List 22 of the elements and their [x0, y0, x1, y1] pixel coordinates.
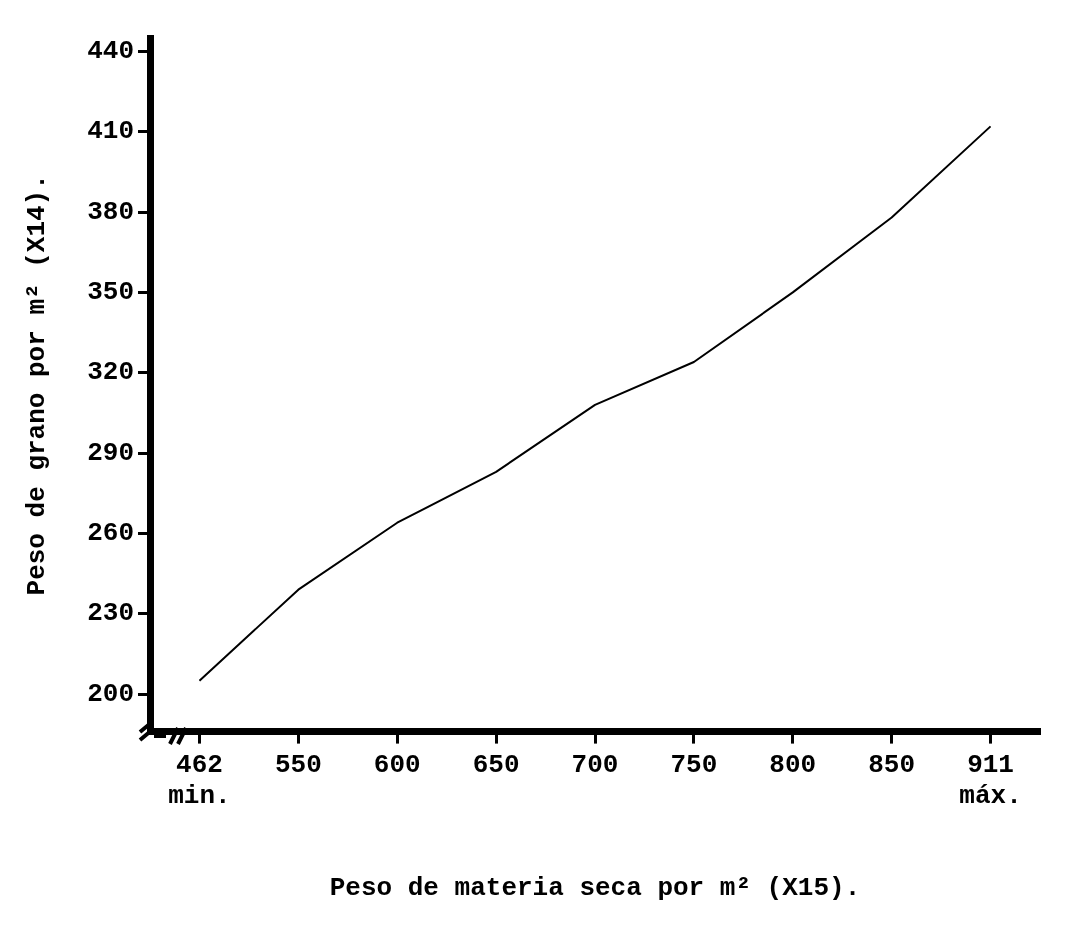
y-tick-label: 200 [87, 678, 135, 709]
x-tick-label: 550 [274, 749, 322, 780]
x-tick-label: 800 [769, 749, 817, 780]
y-tick-label: 350 [87, 276, 135, 307]
x-tick-label: 750 [670, 749, 718, 780]
y-tick-label: 410 [87, 116, 135, 147]
y-tick-label: 290 [87, 437, 135, 468]
y-tick-label: 380 [87, 196, 135, 227]
x-tick-label: 600 [373, 749, 421, 780]
text: máx. [959, 781, 1022, 812]
x-tick-label: 850 [868, 749, 916, 780]
x-tick-label: 462 [176, 749, 223, 780]
x-tick-label: 700 [571, 749, 619, 780]
y-tick-label: 260 [87, 517, 135, 548]
y-tick-label: 320 [87, 357, 135, 388]
x-tick-label: 650 [472, 749, 520, 780]
x-axis-title: Peso de materia seca por m² (X15). [329, 872, 861, 903]
x-tick-label: 911 [967, 749, 1014, 780]
text: min. [168, 781, 231, 812]
y-axis-title: Peso de grano por m² (X14). [22, 174, 53, 596]
y-tick-label: 440 [87, 35, 135, 66]
y-tick-label: 230 [87, 598, 135, 629]
